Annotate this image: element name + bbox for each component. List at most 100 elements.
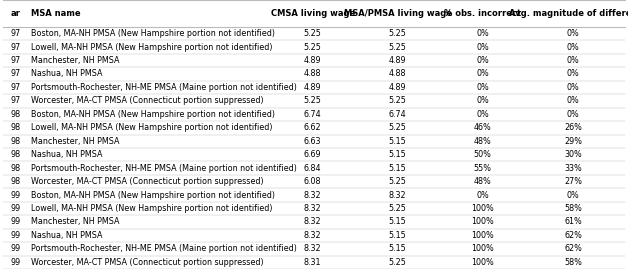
- Text: 8.31: 8.31: [304, 258, 322, 267]
- Text: MSA name: MSA name: [31, 9, 81, 18]
- Text: Avg. magnitude of differen: Avg. magnitude of differen: [509, 9, 628, 18]
- Text: 0%: 0%: [476, 69, 489, 79]
- Text: 0%: 0%: [476, 96, 489, 105]
- Text: 0%: 0%: [567, 56, 580, 65]
- Text: 0%: 0%: [476, 83, 489, 92]
- Text: Boston, MA-NH PMSA (New Hampshire portion not identified): Boston, MA-NH PMSA (New Hampshire portio…: [31, 29, 276, 38]
- Text: 0%: 0%: [567, 69, 580, 79]
- Text: 5.25: 5.25: [304, 43, 322, 52]
- Text: Lowell, MA-NH PMSA (New Hampshire portion not identified): Lowell, MA-NH PMSA (New Hampshire portio…: [31, 43, 273, 52]
- Text: 8.32: 8.32: [304, 217, 322, 226]
- Text: Lowell, MA-NH PMSA (New Hampshire portion not identified): Lowell, MA-NH PMSA (New Hampshire portio…: [31, 123, 273, 132]
- Text: 100%: 100%: [471, 204, 494, 213]
- Text: 97: 97: [11, 43, 21, 52]
- Text: 5.15: 5.15: [389, 137, 406, 146]
- Text: Manchester, NH PMSA: Manchester, NH PMSA: [31, 217, 120, 226]
- Text: 99: 99: [11, 217, 21, 226]
- Text: 27%: 27%: [564, 177, 582, 186]
- Text: 99: 99: [11, 204, 21, 213]
- Text: 0%: 0%: [567, 83, 580, 92]
- Text: 8.32: 8.32: [304, 244, 322, 253]
- Text: 5.15: 5.15: [389, 231, 406, 240]
- Text: 98: 98: [11, 137, 21, 146]
- Text: 5.15: 5.15: [389, 150, 406, 159]
- Text: 58%: 58%: [565, 204, 582, 213]
- Text: Boston, MA-NH PMSA (New Hampshire portion not identified): Boston, MA-NH PMSA (New Hampshire portio…: [31, 190, 276, 200]
- Text: 4.89: 4.89: [304, 56, 322, 65]
- Text: Manchester, NH PMSA: Manchester, NH PMSA: [31, 137, 120, 146]
- Text: 33%: 33%: [565, 164, 582, 173]
- Text: 0%: 0%: [476, 56, 489, 65]
- Text: Boston, MA-NH PMSA (New Hampshire portion not identified): Boston, MA-NH PMSA (New Hampshire portio…: [31, 110, 276, 119]
- Text: MSA/PMSA living wage: MSA/PMSA living wage: [344, 9, 452, 18]
- Text: 98: 98: [11, 164, 21, 173]
- Text: 0%: 0%: [476, 29, 489, 38]
- Text: 4.89: 4.89: [389, 83, 406, 92]
- Text: 26%: 26%: [565, 123, 582, 132]
- Text: Lowell, MA-NH PMSA (New Hampshire portion not identified): Lowell, MA-NH PMSA (New Hampshire portio…: [31, 204, 273, 213]
- Text: CMSA living wage: CMSA living wage: [271, 9, 355, 18]
- Text: 8.32: 8.32: [304, 190, 322, 200]
- Text: Nashua, NH PMSA: Nashua, NH PMSA: [31, 69, 103, 79]
- Text: 8.32: 8.32: [304, 231, 322, 240]
- Text: 97: 97: [11, 83, 21, 92]
- Text: 5.25: 5.25: [389, 123, 406, 132]
- Text: Worcester, MA-CT PMSA (Connecticut portion suppressed): Worcester, MA-CT PMSA (Connecticut porti…: [31, 177, 264, 186]
- Text: 0%: 0%: [567, 190, 580, 200]
- Text: 48%: 48%: [474, 137, 491, 146]
- Text: 0%: 0%: [476, 190, 489, 200]
- Text: % obs. incorrect: % obs. incorrect: [444, 9, 521, 18]
- Text: ar: ar: [11, 9, 21, 18]
- Text: 98: 98: [11, 177, 21, 186]
- Text: 6.63: 6.63: [304, 137, 322, 146]
- Text: 5.15: 5.15: [389, 244, 406, 253]
- Text: 6.74: 6.74: [304, 110, 322, 119]
- Text: 61%: 61%: [565, 217, 582, 226]
- Text: 100%: 100%: [471, 217, 494, 226]
- Text: 6.69: 6.69: [304, 150, 322, 159]
- Text: 50%: 50%: [474, 150, 492, 159]
- Text: 6.84: 6.84: [304, 164, 322, 173]
- Text: Portsmouth-Rochester, NH-ME PMSA (Maine portion not identified): Portsmouth-Rochester, NH-ME PMSA (Maine …: [31, 164, 297, 173]
- Text: 30%: 30%: [565, 150, 582, 159]
- Text: 6.74: 6.74: [389, 110, 406, 119]
- Text: 5.25: 5.25: [389, 258, 406, 267]
- Text: 5.25: 5.25: [389, 29, 406, 38]
- Text: 8.32: 8.32: [304, 204, 322, 213]
- Text: 99: 99: [11, 231, 21, 240]
- Text: 97: 97: [11, 56, 21, 65]
- Text: 100%: 100%: [471, 258, 494, 267]
- Text: Worcester, MA-CT PMSA (Connecticut portion suppressed): Worcester, MA-CT PMSA (Connecticut porti…: [31, 96, 264, 105]
- Text: 8.32: 8.32: [389, 190, 406, 200]
- Text: 5.15: 5.15: [389, 164, 406, 173]
- Text: 6.08: 6.08: [304, 177, 322, 186]
- Text: 5.25: 5.25: [304, 96, 322, 105]
- Text: 0%: 0%: [476, 43, 489, 52]
- Text: Portsmouth-Rochester, NH-ME PMSA (Maine portion not identified): Portsmouth-Rochester, NH-ME PMSA (Maine …: [31, 244, 297, 253]
- Text: 5.25: 5.25: [389, 96, 406, 105]
- Text: 5.25: 5.25: [389, 43, 406, 52]
- Text: 99: 99: [11, 258, 21, 267]
- Text: 48%: 48%: [474, 177, 491, 186]
- Text: 100%: 100%: [471, 244, 494, 253]
- Text: 29%: 29%: [564, 137, 582, 146]
- Text: 97: 97: [11, 96, 21, 105]
- Text: 55%: 55%: [474, 164, 492, 173]
- Text: 97: 97: [11, 29, 21, 38]
- Text: 5.15: 5.15: [389, 217, 406, 226]
- Text: 97: 97: [11, 69, 21, 79]
- Text: 62%: 62%: [565, 231, 582, 240]
- Text: 100%: 100%: [471, 231, 494, 240]
- Text: 5.25: 5.25: [304, 29, 322, 38]
- Text: 62%: 62%: [565, 244, 582, 253]
- Text: 4.89: 4.89: [304, 83, 322, 92]
- Text: 5.25: 5.25: [389, 204, 406, 213]
- Text: 58%: 58%: [565, 258, 582, 267]
- Text: 99: 99: [11, 244, 21, 253]
- Text: 5.25: 5.25: [389, 177, 406, 186]
- Text: Worcester, MA-CT PMSA (Connecticut portion suppressed): Worcester, MA-CT PMSA (Connecticut porti…: [31, 258, 264, 267]
- Text: Portsmouth-Rochester, NH-ME PMSA (Maine portion not identified): Portsmouth-Rochester, NH-ME PMSA (Maine …: [31, 83, 297, 92]
- Text: 98: 98: [11, 123, 21, 132]
- Text: 0%: 0%: [567, 43, 580, 52]
- Text: Manchester, NH PMSA: Manchester, NH PMSA: [31, 56, 120, 65]
